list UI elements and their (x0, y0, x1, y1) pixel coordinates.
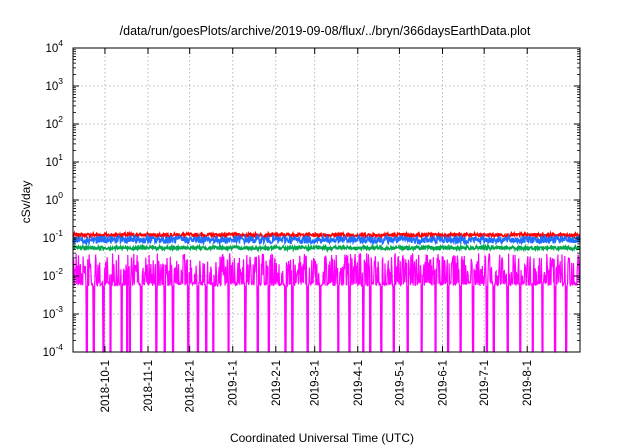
x-tick-label: 2019-2-1 (271, 360, 283, 406)
x-tick-label: 2019-1-1 (228, 360, 240, 406)
x-axis-label: Coordinated Universal Time (UTC) (230, 431, 414, 445)
y-tick-label: 10-2 (43, 266, 64, 283)
axis-ticks (73, 47, 580, 353)
x-tick-label: 2019-8-1 (522, 360, 534, 406)
series-line (72, 230, 581, 240)
y-tick-label: 10-1 (43, 228, 64, 245)
x-tick-label: 2018-10-1 (100, 360, 112, 412)
y-tick-labels: 10-4 10-3 10-2 10-1 100 101 102 103 104 (43, 38, 64, 359)
y-tick-label: 104 (45, 38, 63, 55)
x-tick-label: 2019-4-1 (353, 360, 365, 406)
y-tick-label: 100 (45, 190, 63, 207)
y-axis-label: cSv/day (19, 181, 33, 224)
x-tick-label: 2019-6-1 (437, 360, 449, 406)
gridlines (73, 48, 580, 352)
y-tick-label: 101 (45, 152, 63, 169)
y-tick-label: 102 (45, 114, 63, 131)
y-tick-label: 10-3 (43, 304, 64, 321)
chart-title: /data/run/goesPlots/archive/2019-09-08/f… (120, 24, 531, 38)
series-line (72, 232, 581, 247)
x-tick-label: 2018-11-1 (143, 360, 155, 412)
x-tick-labels: 2018-10-1 2018-11-1 2018-12-1 2019-1-1 2019-… (100, 360, 534, 412)
y-tick-label: 10-4 (43, 342, 64, 359)
x-tick-label: 2019-7-1 (479, 360, 491, 406)
x-tick-label: 2018-12-1 (185, 360, 197, 412)
series-group (72, 230, 581, 353)
series-line (72, 252, 581, 353)
x-tick-label: 2019-5-1 (394, 360, 406, 406)
series-line (72, 242, 581, 253)
y-tick-label: 103 (45, 76, 63, 93)
x-tick-label: 2019-3-1 (310, 360, 322, 406)
